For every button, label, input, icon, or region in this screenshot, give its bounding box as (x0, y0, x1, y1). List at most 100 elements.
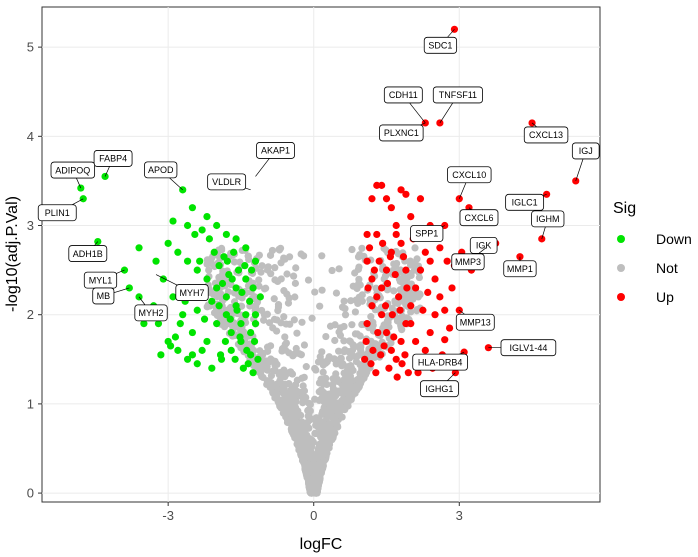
up-point (365, 244, 374, 252)
not-point (322, 332, 330, 341)
down-point (247, 328, 255, 337)
gene-label-text: SDC1 (428, 40, 452, 50)
gene-label: IGJ (571, 142, 600, 182)
up-point (419, 306, 427, 314)
down-point (222, 230, 230, 239)
not-point (255, 365, 263, 373)
not-point (220, 323, 229, 331)
up-point (368, 275, 376, 283)
up-point (378, 284, 386, 292)
not-point (318, 286, 326, 294)
up-point (404, 369, 412, 377)
y-axis-title: -log10(adj.P.Val) (4, 196, 21, 312)
not-point (351, 330, 360, 338)
not-point (347, 297, 355, 305)
not-point (274, 277, 282, 285)
not-point (325, 443, 333, 451)
gene-label-box (37, 204, 77, 222)
up-point (396, 306, 404, 314)
not-point (319, 368, 327, 376)
down-point (223, 257, 231, 265)
up-point (397, 239, 405, 247)
down-point (244, 360, 252, 368)
not-point (311, 429, 319, 437)
gene-label-box (432, 86, 483, 104)
not-point (263, 310, 271, 318)
not-point (215, 273, 223, 281)
up-point (378, 311, 386, 319)
legend-swatch (617, 293, 625, 301)
not-point (354, 343, 362, 351)
down-point (191, 230, 199, 239)
not-point (257, 268, 265, 276)
down-point (232, 235, 240, 243)
down-point (250, 337, 259, 346)
not-point (338, 303, 347, 311)
gene-label-text: PLIN1 (45, 208, 70, 218)
gene-label: ADH1B (68, 241, 108, 262)
not-point (285, 294, 293, 302)
up-point (391, 270, 399, 279)
gene-label: MYH2 (134, 296, 168, 322)
up-point (383, 279, 392, 288)
not-point (268, 246, 277, 255)
gene-label-text: AKAP1 (261, 146, 290, 156)
not-point (355, 293, 363, 301)
down-point (241, 262, 249, 270)
not-point (291, 293, 299, 301)
gene-label-text: MB (97, 291, 111, 301)
gene-label-box (175, 284, 209, 301)
legend-swatch (617, 264, 625, 272)
down-point (256, 293, 264, 301)
up-point (374, 328, 382, 337)
not-point (318, 252, 326, 260)
not-point (391, 261, 400, 269)
not-point (339, 382, 347, 391)
not-point (367, 313, 375, 321)
gene-label-text: ADH1B (73, 249, 103, 259)
up-point (416, 195, 425, 203)
up-point (397, 186, 405, 194)
down-point (226, 315, 234, 323)
down-point (203, 337, 211, 346)
gene-label: SPP1 (410, 225, 445, 242)
down-point (251, 320, 260, 328)
not-point (345, 384, 354, 393)
not-point (260, 316, 268, 324)
up-point (387, 204, 395, 212)
gene-label-box (50, 161, 96, 179)
not-point (340, 348, 348, 356)
legend-entry: Not (617, 260, 678, 276)
not-point (354, 352, 362, 360)
down-point (251, 257, 260, 265)
gene-label-text: HLA-DRB4 (418, 357, 463, 367)
up-point (364, 284, 372, 292)
down-point (236, 333, 244, 341)
not-point (372, 284, 380, 292)
down-point (242, 275, 250, 283)
not-point (354, 299, 362, 308)
up-point (372, 369, 380, 377)
down-point (196, 257, 204, 265)
not-point (316, 302, 324, 310)
gene-label: MYL1 (83, 269, 125, 289)
gene-label-text: MYL1 (89, 275, 113, 285)
gene-label-text: CXCL10 (452, 170, 486, 180)
down-point (227, 346, 235, 354)
not-point (289, 352, 297, 360)
up-point (416, 266, 425, 274)
up-point (443, 257, 451, 265)
not-point (351, 308, 359, 316)
up-point (367, 360, 375, 368)
legend: Sig Down Not Up (613, 200, 692, 305)
not-point (318, 348, 326, 356)
up-point (441, 306, 449, 314)
down-point (242, 311, 250, 319)
not-point (276, 244, 285, 252)
down-point (222, 293, 230, 301)
down-point (243, 346, 251, 354)
down-point (234, 266, 243, 274)
legend-title: Sig (613, 200, 636, 217)
down-point (254, 355, 262, 363)
not-point (328, 266, 336, 275)
